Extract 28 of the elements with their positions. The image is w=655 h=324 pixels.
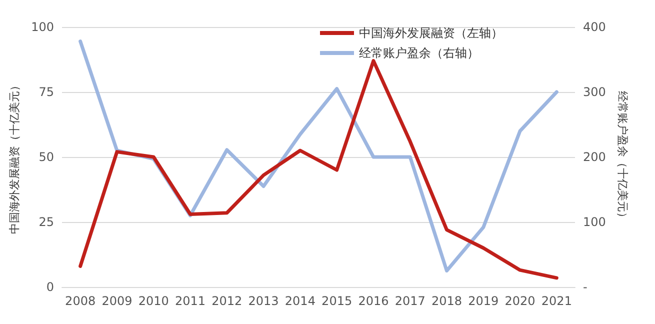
x-tick-label: 2010 bbox=[138, 294, 169, 308]
x-tick-label: 2014 bbox=[284, 294, 316, 308]
x-tick-label: 2021 bbox=[541, 294, 572, 308]
x-tick-label: 2009 bbox=[102, 294, 132, 308]
x-tick-label: 2018 bbox=[431, 294, 462, 308]
x-tick-label: 2008 bbox=[65, 294, 96, 308]
y2-tick-label: 300 bbox=[583, 85, 606, 99]
legend-label: 中国海外发展融资（左轴） bbox=[359, 26, 503, 40]
y2-tick-label: 100 bbox=[583, 215, 606, 229]
y2-tick-label: - bbox=[583, 280, 588, 294]
y2-tick-label: 200 bbox=[583, 150, 606, 164]
y-tick-label: 50 bbox=[38, 150, 54, 164]
y2-tick-label: 400 bbox=[583, 20, 606, 34]
x-tick-label: 2015 bbox=[322, 294, 352, 308]
x-tick-label: 2017 bbox=[394, 294, 426, 308]
x-tick-label: 2019 bbox=[468, 294, 499, 308]
legend-label: 经常账户盈余（右轴） bbox=[359, 46, 479, 60]
x-tick-label: 2011 bbox=[174, 294, 206, 308]
y-tick-label: 0 bbox=[46, 280, 54, 294]
x-tick-label: 2020 bbox=[504, 294, 536, 308]
x-tick-label: 2016 bbox=[358, 294, 389, 308]
x-tick-label: 2013 bbox=[248, 294, 279, 308]
y-tick-label: 75 bbox=[38, 85, 54, 99]
y-axis-title: 中国海外发展融资（十亿美元） bbox=[8, 80, 22, 234]
y-tick-label: 100 bbox=[31, 20, 54, 34]
y2-axis-title: 经常账户盈余（十亿美元） bbox=[616, 91, 629, 223]
y-tick-label: 25 bbox=[38, 215, 54, 229]
x-tick-label: 2012 bbox=[212, 294, 242, 308]
